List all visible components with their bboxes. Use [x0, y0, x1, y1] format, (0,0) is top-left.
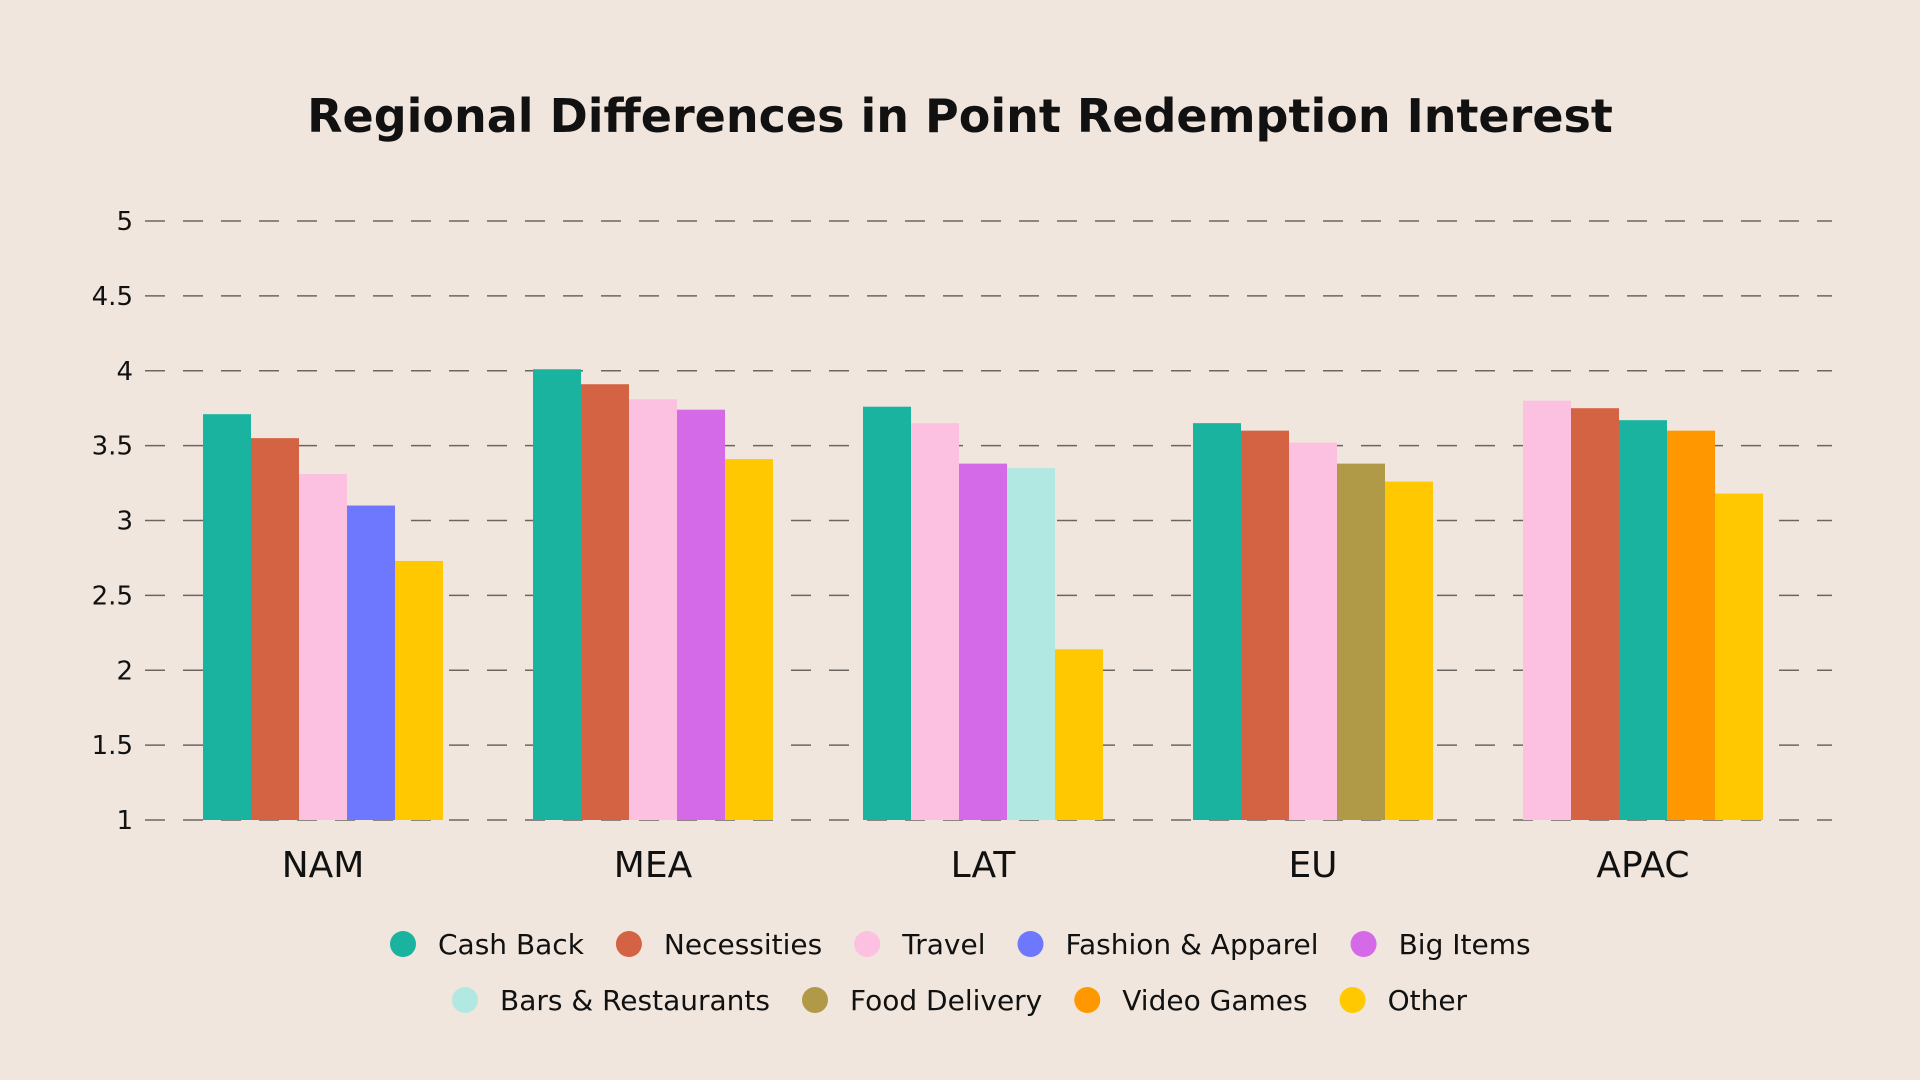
legend-label: Necessities: [664, 928, 822, 961]
bar-group-lat: [863, 406, 1103, 820]
legend-swatch: [1339, 987, 1366, 1013]
bar-nam-travel: [299, 474, 347, 820]
legend-swatch: [1017, 931, 1044, 957]
legend-item: Other: [1339, 984, 1468, 1017]
bar-lat-bars-restaurants: [1007, 468, 1055, 820]
bar-mea-other: [725, 459, 773, 820]
bar-eu-travel: [1289, 442, 1337, 820]
legend-item: Cash Back: [390, 928, 585, 961]
bar-group-apac: [1523, 400, 1763, 820]
bar-apac-other: [1715, 493, 1763, 820]
legend-item: Necessities: [615, 928, 822, 961]
legend-row: Cash Back Necessities Travel Fashion & Appa…: [390, 928, 1531, 961]
x-category-label: MEA: [614, 845, 693, 886]
legend-label: Cash Back: [438, 928, 585, 961]
legend-label: Food Delivery: [850, 984, 1042, 1017]
legend-swatch: [854, 931, 881, 957]
legend-label: Other: [1388, 984, 1468, 1017]
legend-swatch: [390, 931, 416, 957]
y-tick-label: 3.5: [92, 432, 133, 462]
bar-eu-cash-back: [1193, 423, 1241, 820]
legend-item: Bars & Restaurants: [452, 984, 770, 1017]
legend-item: Video Games: [1074, 984, 1308, 1017]
legend-label: Fashion & Apparel: [1065, 928, 1318, 961]
bar-apac-necessities: [1571, 408, 1619, 820]
bar-nam-cash-back: [203, 414, 251, 820]
bar-apac-travel: [1523, 400, 1571, 820]
bar-lat-other: [1055, 649, 1103, 820]
legend: Cash Back Necessities Travel Fashion & Appa…: [390, 928, 1531, 1017]
legend-label: Travel: [901, 928, 985, 961]
chart-title: Regional Differences in Point Redemption…: [307, 89, 1613, 143]
legend-swatch: [801, 987, 828, 1013]
y-tick-label: 3: [116, 507, 133, 537]
x-axis-categories: NAM MEA LAT EU APAC: [282, 845, 1690, 886]
y-tick-label: 2.5: [92, 581, 133, 611]
bar-group-eu: [1193, 423, 1433, 820]
bar-lat-cash-back: [863, 406, 911, 820]
x-category-label: APAC: [1596, 845, 1689, 886]
legend-row: Bars & Restaurants Food Delivery Video Gam…: [452, 984, 1468, 1017]
legend-label: Video Games: [1122, 984, 1307, 1017]
bar-apac-cash-back: [1619, 420, 1667, 820]
legend-item: Travel: [854, 928, 985, 961]
y-tick-label: 2: [116, 656, 133, 686]
legend-swatch: [452, 987, 478, 1013]
bar-mea-big-items: [677, 409, 725, 820]
bar-mea-necessities: [581, 384, 629, 820]
x-category-label: NAM: [282, 845, 365, 886]
bar-nam-other: [395, 560, 443, 820]
bar-eu-necessities: [1241, 430, 1289, 820]
legend-swatch: [1350, 931, 1377, 957]
bar-mea-travel: [629, 399, 677, 820]
y-tick-label: 1.5: [92, 731, 133, 761]
bar-eu-other: [1385, 481, 1433, 820]
y-tick-label: 5: [116, 207, 133, 237]
legend-swatch: [615, 931, 642, 957]
bar-group-nam: [203, 414, 443, 820]
legend-swatch: [1074, 987, 1101, 1013]
legend-label: Bars & Restaurants: [500, 984, 770, 1017]
legend-item: Food Delivery: [801, 984, 1042, 1017]
bar-apac-video-games: [1667, 430, 1715, 820]
legend-item: Big Items: [1350, 928, 1531, 961]
bar-group-mea: [533, 369, 773, 820]
bar-eu-food-delivery: [1337, 463, 1385, 820]
y-tick-label: 1: [116, 806, 133, 836]
legend-item: Fashion & Apparel: [1017, 928, 1319, 961]
bar-lat-big-items: [959, 463, 1007, 820]
y-tick-label: 4: [116, 357, 133, 387]
bar-nam-fashion-apparel: [347, 505, 395, 820]
y-axis-ticks: 1 1.5 2 2.5 3 3.5 4 4.5 5: [92, 207, 133, 836]
y-tick-label: 4.5: [92, 282, 133, 312]
bar-lat-travel: [911, 423, 959, 820]
bars: [203, 369, 1763, 820]
bar-nam-necessities: [251, 438, 299, 820]
x-category-label: EU: [1288, 845, 1337, 886]
bar-mea-cash-back: [533, 369, 581, 820]
legend-label: Big Items: [1399, 928, 1531, 961]
x-category-label: LAT: [951, 845, 1017, 886]
